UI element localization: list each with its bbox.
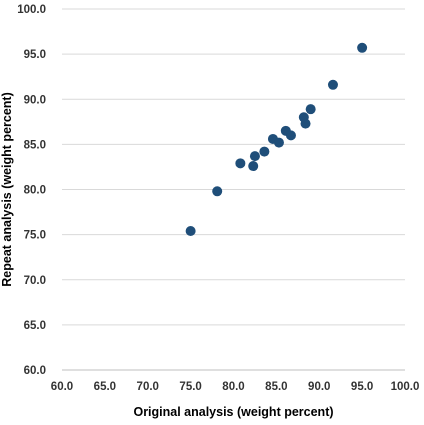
data-points — [185, 42, 368, 237]
x-tick-label: 95.0 — [351, 381, 373, 393]
x-tick-label: 85.0 — [265, 381, 287, 393]
data-point — [185, 226, 196, 237]
y-tick-label: 70.0 — [24, 275, 46, 287]
y-tick-label: 90.0 — [24, 94, 46, 106]
x-tick-label: 75.0 — [179, 381, 201, 393]
data-point — [285, 130, 296, 141]
y-tick-label: 65.0 — [24, 320, 46, 332]
data-point — [305, 104, 316, 115]
data-point — [357, 42, 368, 53]
x-tick-labels: 60.0 65.0 70.0 75.0 80.0 85.0 90.0 95.0 100.0 — [51, 381, 420, 393]
y-tick-label: 85.0 — [24, 139, 46, 151]
x-tick-label: 70.0 — [137, 381, 159, 393]
x-axis-title: Original analysis (weight percent) — [133, 405, 333, 419]
y-tick-label: 80.0 — [24, 185, 46, 197]
y-tick-label: 100.0 — [17, 4, 46, 16]
gridlines — [62, 8, 405, 326]
data-point — [259, 146, 270, 157]
y-tick-label: 95.0 — [24, 49, 46, 61]
x-tick-label: 60.0 — [51, 381, 73, 393]
data-point — [300, 118, 311, 129]
y-tick-label: 60.0 — [24, 365, 46, 377]
y-tick-labels: 60.0 65.0 70.0 75.0 80.0 85.0 90.0 95.0 100.0 — [17, 4, 46, 377]
y-axis-title: Repeat analysis (weight percent) — [0, 92, 14, 287]
data-point — [248, 161, 259, 172]
x-tick-label: 100.0 — [391, 381, 420, 393]
data-point — [212, 186, 223, 197]
x-tick-label: 65.0 — [94, 381, 116, 393]
data-point — [273, 137, 284, 148]
data-point — [249, 151, 260, 162]
data-point — [327, 79, 338, 90]
data-point — [235, 158, 246, 169]
x-tick-label: 90.0 — [308, 381, 330, 393]
x-tick-label: 80.0 — [222, 381, 244, 393]
y-tick-label: 75.0 — [24, 230, 46, 242]
